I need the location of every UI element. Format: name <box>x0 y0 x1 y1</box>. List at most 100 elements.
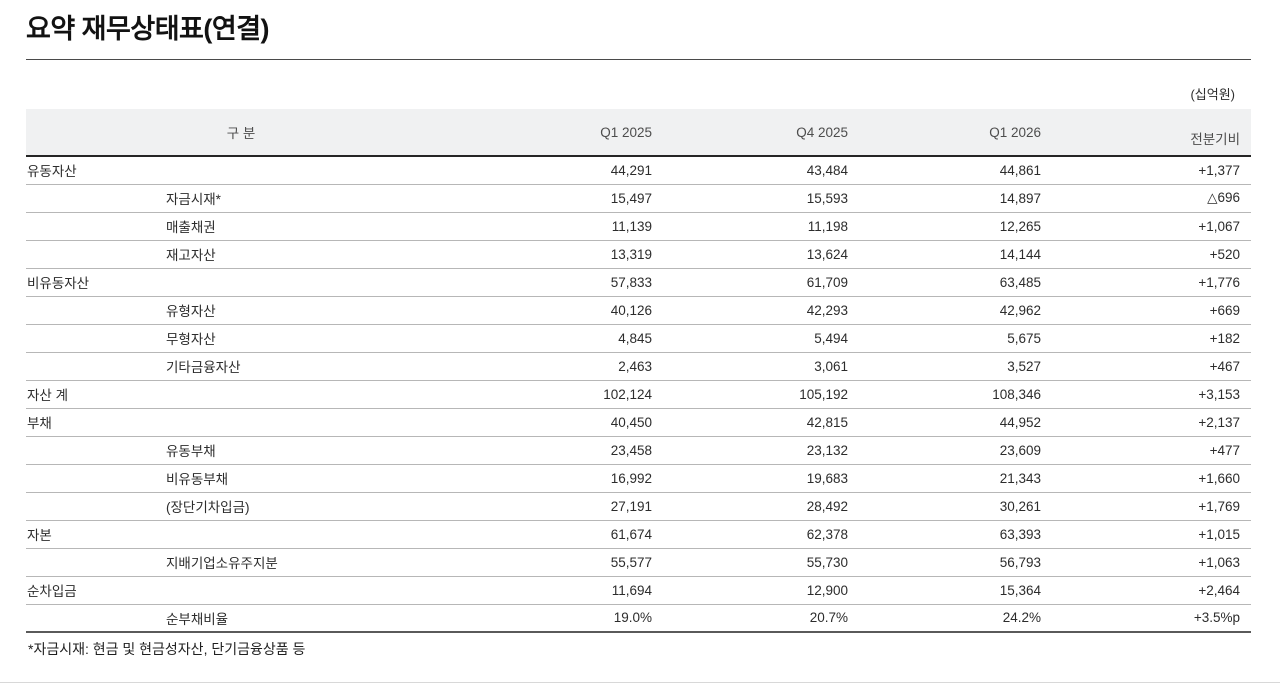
row-value: 40,450 <box>456 408 652 437</box>
table-row: 매출채권 11,139 11,198 12,265 +1,067 <box>26 212 1251 241</box>
row-value: +2,137 <box>1041 408 1251 437</box>
column-header-q1-2025: Q1 2025 <box>600 124 652 140</box>
row-value: 42,293 <box>652 296 848 325</box>
financial-position-table: 구 분 Q1 2025 Q4 2025 Q1 2026 전분기비 유동자산 44,… <box>26 109 1251 633</box>
row-label: 무형자산 <box>26 324 456 353</box>
row-label: 비유동부채 <box>26 464 456 493</box>
table-row: 비유동부채 16,992 19,683 21,343 +1,660 <box>26 464 1251 493</box>
column-header-category: 구 분 <box>226 126 256 141</box>
row-label: 유동부채 <box>26 436 456 465</box>
row-value: 44,291 <box>456 156 652 185</box>
table-row: 유형자산 40,126 42,293 42,962 +669 <box>26 296 1251 325</box>
row-value: 11,139 <box>456 212 652 241</box>
table-row: 자산 계 102,124 105,192 108,346 +3,153 <box>26 380 1251 409</box>
row-value: 62,378 <box>652 520 848 549</box>
table-body: 유동자산 44,291 43,484 44,861 +1,377 자금시재* 15,497 1… <box>26 156 1251 633</box>
row-label: 부채 <box>26 408 456 437</box>
table-header-row: 구 분 Q1 2025 Q4 2025 Q1 2026 전분기비 <box>26 109 1251 156</box>
row-value: +1,067 <box>1041 212 1251 241</box>
row-value: 61,674 <box>456 520 652 549</box>
row-value: 105,192 <box>652 380 848 409</box>
row-label: 자산 계 <box>26 380 456 409</box>
unit-label: (십억원) <box>1190 87 1235 102</box>
table-row: 순차입금 11,694 12,900 15,364 +2,464 <box>26 576 1251 605</box>
row-value: 5,675 <box>848 324 1041 353</box>
row-value: 11,694 <box>456 576 652 605</box>
row-value: +3,153 <box>1041 380 1251 409</box>
row-value: 11,198 <box>652 212 848 241</box>
row-value: 40,126 <box>456 296 652 325</box>
table-row: 무형자산 4,845 5,494 5,675 +182 <box>26 324 1251 353</box>
row-label: 순차입금 <box>26 576 456 605</box>
row-value: +477 <box>1041 436 1251 465</box>
row-value: +669 <box>1041 296 1251 325</box>
row-label: 비유동자산 <box>26 268 456 297</box>
row-value: 12,265 <box>848 212 1041 241</box>
column-header-qoq: 전분기비 <box>1190 132 1240 147</box>
row-value: 14,144 <box>848 240 1041 269</box>
row-value: +1,015 <box>1041 520 1251 549</box>
row-value: +467 <box>1041 352 1251 381</box>
row-value: 55,730 <box>652 548 848 577</box>
column-header-q4-2025: Q4 2025 <box>796 124 848 140</box>
row-value: 3,061 <box>652 352 848 381</box>
row-value: 43,484 <box>652 156 848 185</box>
row-value: 56,793 <box>848 548 1041 577</box>
row-value: +1,769 <box>1041 492 1251 521</box>
row-value: 28,492 <box>652 492 848 521</box>
row-value: 2,463 <box>456 352 652 381</box>
row-value: 24.2% <box>848 604 1041 633</box>
row-value: 63,393 <box>848 520 1041 549</box>
report-content: 요약 재무상태표(연결) (십억원) 구 분 Q1 2025 Q4 2025 Q… <box>26 0 1251 658</box>
row-label: 지배기업소유주지분 <box>26 548 456 577</box>
row-value: 5,494 <box>652 324 848 353</box>
title-divider <box>26 59 1251 60</box>
table-row: 기타금융자산 2,463 3,061 3,527 +467 <box>26 352 1251 381</box>
row-value: 57,833 <box>456 268 652 297</box>
row-label: 기타금융자산 <box>26 352 456 381</box>
row-value: △696 <box>1041 184 1251 213</box>
row-value: 16,992 <box>456 464 652 493</box>
row-value: +520 <box>1041 240 1251 269</box>
table-row: 순부채비율 19.0% 20.7% 24.2% +3.5%p <box>26 604 1251 633</box>
row-value: 23,458 <box>456 436 652 465</box>
row-value: 3,527 <box>848 352 1041 381</box>
row-value: 15,593 <box>652 184 848 213</box>
table-row: (장단기차입금) 27,191 28,492 30,261 +1,769 <box>26 492 1251 521</box>
row-label: 재고자산 <box>26 240 456 269</box>
column-header-q1-2026: Q1 2026 <box>989 124 1041 140</box>
row-value: 44,952 <box>848 408 1041 437</box>
table-row: 유동부채 23,458 23,132 23,609 +477 <box>26 436 1251 465</box>
row-value: 13,624 <box>652 240 848 269</box>
row-label: 유형자산 <box>26 296 456 325</box>
row-value: 30,261 <box>848 492 1041 521</box>
row-value: 19.0% <box>456 604 652 633</box>
table-header: 구 분 Q1 2025 Q4 2025 Q1 2026 전분기비 <box>26 109 1251 156</box>
row-value: 55,577 <box>456 548 652 577</box>
row-value: 21,343 <box>848 464 1041 493</box>
row-value: +1,660 <box>1041 464 1251 493</box>
row-value: 102,124 <box>456 380 652 409</box>
row-value: +1,377 <box>1041 156 1251 185</box>
row-value: 19,683 <box>652 464 848 493</box>
row-value: 15,497 <box>456 184 652 213</box>
row-value: 42,962 <box>848 296 1041 325</box>
row-value: 61,709 <box>652 268 848 297</box>
page-title: 요약 재무상태표(연결) <box>26 14 270 44</box>
row-label: 자금시재* <box>26 184 456 213</box>
row-value: 23,609 <box>848 436 1041 465</box>
row-value: 42,815 <box>652 408 848 437</box>
row-value: +1,776 <box>1041 268 1251 297</box>
table-row: 자금시재* 15,497 15,593 14,897 △696 <box>26 184 1251 213</box>
footnote: *자금시재: 현금 및 현금성자산, 단기금융상품 등 <box>28 641 306 657</box>
row-value: +182 <box>1041 324 1251 353</box>
row-value: 20.7% <box>652 604 848 633</box>
bottom-divider <box>0 682 1280 683</box>
row-label: 순부채비율 <box>26 604 456 633</box>
row-value: +3.5%p <box>1041 604 1251 633</box>
row-value: 12,900 <box>652 576 848 605</box>
row-value: 23,132 <box>652 436 848 465</box>
table-row: 자본 61,674 62,378 63,393 +1,015 <box>26 520 1251 549</box>
row-value: 14,897 <box>848 184 1041 213</box>
table-row: 재고자산 13,319 13,624 14,144 +520 <box>26 240 1251 269</box>
